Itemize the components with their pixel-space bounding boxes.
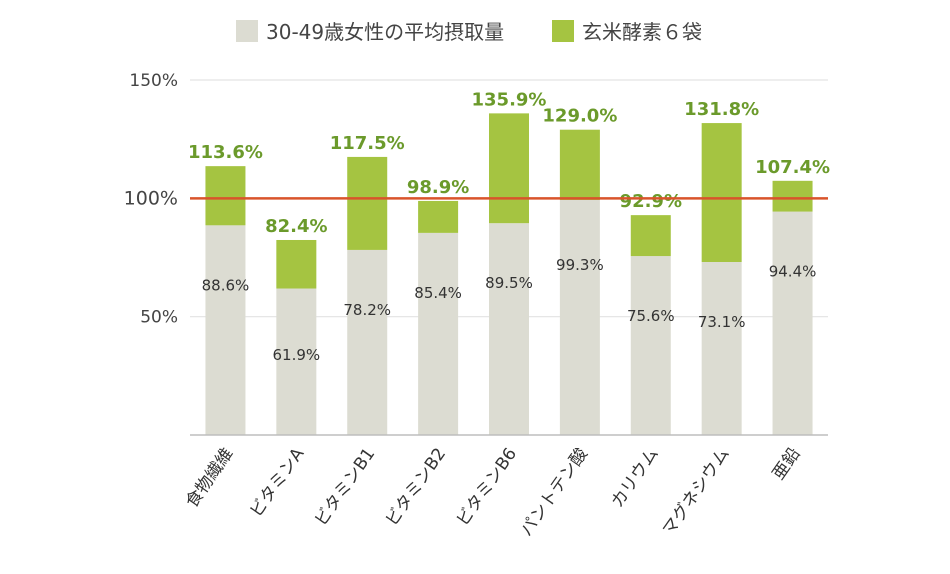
bar-added-5 [559,129,600,200]
y-tick-label-50: 50% [140,308,178,328]
bar-added-2 [347,156,388,250]
category-label-5: パントテン酸 [517,444,592,540]
base-value-label-4: 89.5% [485,274,533,292]
base-value-label-3: 85.4% [414,284,462,302]
bars [205,113,813,435]
base-value-label-8: 94.4% [769,263,817,281]
bar-base-4 [489,223,529,435]
total-value-label-1: 82.4% [265,216,327,237]
total-value-label-6: 92.9% [620,191,682,212]
total-value-label-7: 131.8% [684,99,759,120]
bar-base-7 [701,261,742,435]
legend: 30-49歳女性の平均摂取量 玄米酵素６袋 [236,20,702,44]
total-value-label-4: 135.9% [472,89,547,110]
base-value-label-2: 78.2% [343,301,391,319]
y-tick-label-150: 150% [129,71,178,91]
bar-base-0 [205,225,246,435]
total-value-label-0: 113.6% [188,142,263,163]
category-label-7: マグネシウム [659,444,734,539]
category-label-6: カリウム [607,444,662,511]
bar-base-6 [630,256,671,435]
legend-label-base: 30-49歳女性の平均摂取量 [266,20,504,44]
bar-base-2 [347,249,388,435]
category-label-8: 亜鉛 [769,444,805,483]
category-label-4: ビタミンB6 [453,444,521,530]
bar-added-8 [772,180,813,212]
bar-base-1 [276,288,317,435]
bar-base-3 [418,232,459,435]
category-label-3: ビタミンB2 [382,444,450,530]
bar-added-7 [701,123,742,262]
bar-base-8 [772,211,813,435]
total-value-label-3: 98.9% [407,177,469,198]
data-labels: 88.6% 113.6% 61.9% 82.4% 78.2% 117.5% 85.4% 98.… [188,89,830,364]
bar-base-5 [559,199,600,435]
legend-swatch-added [552,20,574,42]
base-value-label-1: 61.9% [273,346,321,364]
total-value-label-8: 107.4% [755,157,830,178]
legend-swatch-base [236,20,258,42]
category-label-0: 食物繊維 [182,444,237,511]
total-value-label-2: 117.5% [330,133,405,154]
y-tick-label-100: 100% [124,187,178,209]
bar-added-6 [630,215,671,257]
base-value-label-0: 88.6% [202,276,250,294]
legend-label-added: 玄米酵素６袋 [582,20,702,44]
bar-added-1 [276,239,317,289]
category-label-2: ビタミンB1 [311,444,379,530]
bar-added-0 [205,166,246,226]
base-value-label-5: 99.3% [556,256,604,274]
category-label-1: ビタミンA [246,444,308,521]
base-value-label-6: 75.6% [627,307,675,325]
total-value-label-5: 129.0% [542,106,617,127]
bar-added-4 [489,113,529,224]
bar-added-3 [418,200,459,233]
base-value-label-7: 73.1% [698,313,746,331]
